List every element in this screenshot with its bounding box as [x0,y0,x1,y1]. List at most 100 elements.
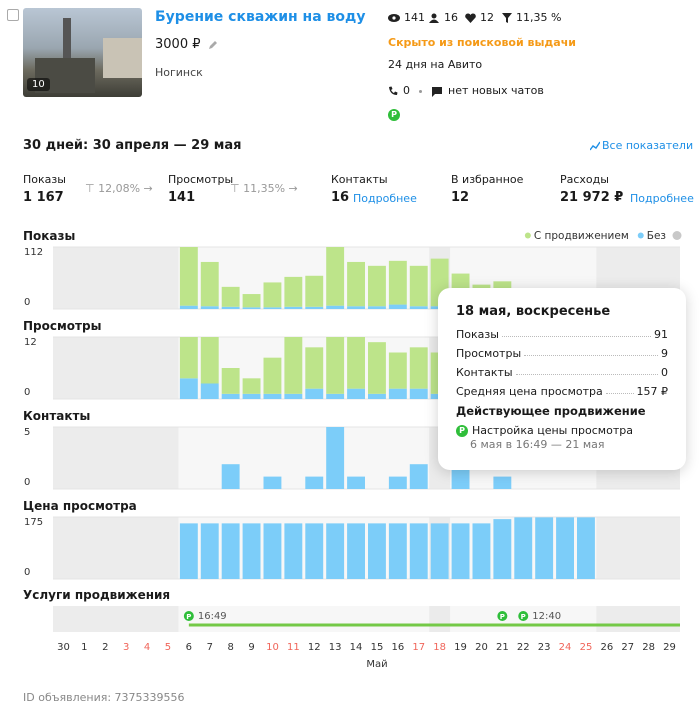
y-tick-label: 175 [24,517,43,528]
bar [179,378,198,399]
bar [221,368,240,394]
stat-link[interactable]: Подробнее [353,192,417,205]
stat-value: 21 972 ₽ [560,190,624,205]
promo-marker [497,611,508,621]
bar [347,306,365,309]
tooltip-row: Показы 91 [456,328,668,341]
tooltip-icon: Р [456,425,468,437]
chat-icon [432,87,442,97]
all-metrics-link[interactable]: Все показатели [602,139,694,152]
bar [409,523,428,579]
stat-label: В избранное [451,173,524,186]
stat-label: Просмотры [168,173,234,186]
bar [326,427,345,489]
x-tick-label: 3 [123,642,129,653]
bar [284,276,303,307]
tooltip: 18 мая, воскресенье Действующее продвиже… [438,288,686,470]
bar [388,476,407,489]
x-tick-label: 14 [350,642,363,653]
y-tick-label: 0 [24,477,30,488]
listing-city: Ногинск [155,66,203,79]
bar [326,337,345,394]
promo-marker-icon: Р [500,613,505,621]
chart-title: Цена просмотра [23,499,137,513]
bar [179,523,198,579]
bar [263,523,282,579]
stat-value: 16 [331,190,350,205]
bar [472,523,491,579]
bar [388,388,407,399]
bar [368,523,386,579]
bar [305,523,324,579]
x-tick-label: 7 [207,642,213,653]
bar [284,523,303,579]
y-tick-label: 0 [24,297,30,308]
listing-id: ID объявления: 7375339556 [23,691,185,704]
x-tick-label: 23 [538,642,551,653]
bar [305,306,324,309]
x-tick-label: 27 [621,642,634,653]
bar [556,517,574,579]
promo-marker [183,611,194,621]
bar [200,306,219,309]
help-icon[interactable] [672,231,682,240]
y-tick-label: 12 [24,337,37,348]
bar [221,523,240,579]
stat-link[interactable]: Подробнее [630,192,694,205]
listing-title[interactable]: Бурение скважин на воду [155,9,366,25]
chart-title: Контакты [23,409,90,423]
bar [263,307,282,309]
bar [409,347,428,389]
listing-photo[interactable]: 10 [23,8,142,97]
bar [388,352,407,389]
bar [305,388,324,399]
tooltip-value: 157 ₽ [636,385,669,398]
x-tick-label: 17 [412,642,425,653]
bar [409,464,428,489]
bar [221,306,240,309]
x-tick-label: 8 [227,642,233,653]
stat-value: 12 [451,190,470,205]
conversion: 11,35 % [516,11,562,24]
x-tick-label: 25 [580,642,593,653]
bar [263,476,282,489]
bar [263,393,282,399]
x-tick-label: 12 [308,642,321,653]
bar [200,337,219,384]
checkbox[interactable] [7,9,19,21]
trend-arrow: → [285,182,298,195]
inactive-zone [53,337,179,399]
tooltip-section: Действующее продвижение [456,404,646,418]
tooltip-label: Показы [456,328,499,341]
bar [200,261,219,307]
bar [514,517,533,579]
bar [200,383,219,399]
bar [263,282,282,308]
bar [493,519,512,579]
bar [535,517,554,579]
leader [605,385,634,394]
bar [179,337,198,379]
tooltip-label: Контакты [456,366,513,379]
x-tick-label: 2 [102,642,108,653]
edit-icon[interactable] [208,40,218,50]
x-tick-label: 26 [600,642,613,653]
tooltip-label: Просмотры [456,347,522,360]
eye-icon [388,14,400,22]
bar [451,523,470,579]
tooltip-label: Средняя цена просмотра [456,385,603,398]
x-tick-label: 21 [496,642,509,653]
chats: нет новых чатов [448,84,544,97]
stat-label: Показы [23,173,66,186]
x-tick-label: 4 [144,642,150,653]
inactive-zone [53,517,179,579]
chart-title: Просмотры [23,319,101,333]
bar [326,247,345,306]
legend-marker [637,232,644,239]
stat-label: Контакты [331,173,388,186]
bar [242,307,261,309]
bar [430,523,449,579]
inactive-zone [53,606,179,632]
x-tick-label: 18 [433,642,446,653]
